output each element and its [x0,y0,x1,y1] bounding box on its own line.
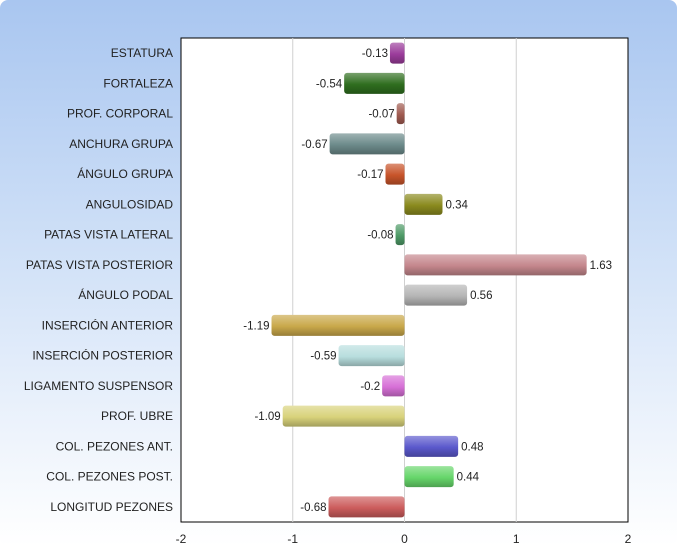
category-label: COL. PEZONES POST. [46,470,173,484]
category-label: FORTALEZA [103,76,173,90]
value-label: 0.48 [461,441,483,453]
value-label: 0.44 [457,472,480,484]
value-label: 0.34 [445,199,468,211]
category-label: COL. PEZONES ANT. [56,439,173,453]
category-label: LONGITUD PEZONES [50,500,173,514]
bar [385,163,405,185]
category-label: ANGULOSIDAD [86,197,174,211]
value-label: -0.54 [316,78,343,90]
bar [404,466,454,488]
bar [338,345,405,367]
category-label: ÁNGULO PODAL [78,287,173,302]
category-label: INSERCIÓN ANTERIOR [42,317,174,332]
bar [404,435,459,457]
bar [282,405,405,427]
bar [404,254,587,276]
value-label: -0.68 [300,502,326,514]
x-tick-label: 0 [401,532,408,546]
value-label: -0.07 [368,109,394,121]
bar [328,496,405,518]
value-label: -0.67 [301,139,327,151]
value-label: 0.56 [470,290,492,302]
category-label: LIGAMENTO SUSPENSOR [24,379,173,393]
category-label: PROF. CORPORAL [67,107,173,121]
category-label: ESTATURA [111,46,173,60]
bar [395,224,405,246]
bar [404,284,468,306]
value-label: -0.59 [310,351,336,363]
value-label: -1.19 [243,320,269,332]
value-label: -0.13 [362,48,388,60]
category-label: PATAS VISTA LATERAL [44,228,173,242]
bar [404,193,443,215]
bars [271,42,587,518]
value-label: -1.09 [254,411,280,423]
x-tick-label: -2 [176,532,187,546]
value-label: -0.08 [367,230,393,242]
category-label: PROF. UBRE [101,409,173,423]
category-label: ANCHURA GRUPA [69,137,173,151]
value-labels: -0.13 -0.54 -0.07 -0.67 -0.17 0.34 -0.08 1.63 0.… [243,48,612,514]
bar [329,133,405,155]
category-label: PATAS VISTA POSTERIOR [26,258,173,272]
bar [271,314,405,336]
bar [396,103,405,125]
bar [344,72,405,94]
category-label: ÁNGULO GRUPA [77,166,173,181]
x-tick-label: -1 [287,532,298,546]
x-tick-label: 1 [513,532,520,546]
value-label: 1.63 [590,260,612,272]
value-label: -0.2 [360,381,380,393]
x-axis-ticks: -2 -1 0 1 2 [176,532,632,546]
bar [389,42,405,64]
category-labels: ESTATURA FORTALEZA PROF. CORPORAL ANCHURA G… [24,46,173,514]
bar [382,375,405,397]
x-tick-label: 2 [625,532,632,546]
value-label: -0.17 [357,169,383,181]
category-label: INSERCIÓN POSTERIOR [32,348,173,363]
